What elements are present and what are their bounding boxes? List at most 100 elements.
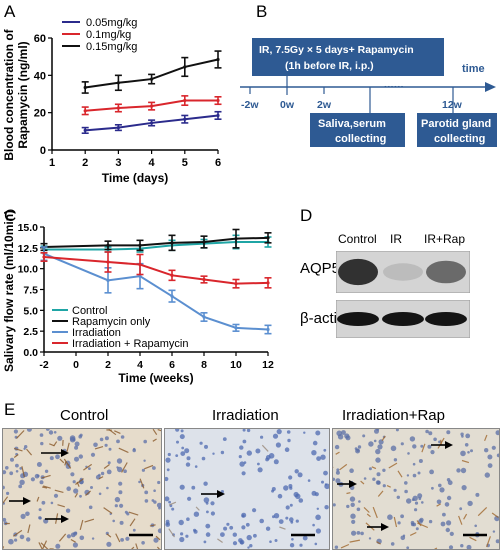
nucleus [226, 522, 230, 526]
stain-fiber [168, 528, 175, 538]
tick-label-m2w: -2w [241, 99, 259, 111]
nucleus [55, 454, 60, 460]
nucleus [8, 538, 14, 545]
nucleus [393, 488, 397, 492]
nucleus [125, 536, 130, 541]
data-point [83, 85, 87, 90]
nucleus [41, 500, 46, 505]
nucleus [25, 511, 30, 517]
nucleus [289, 503, 293, 507]
nucleus [36, 462, 42, 467]
stain-fiber [85, 490, 92, 496]
nucleus [179, 484, 185, 490]
nucleus [297, 472, 303, 478]
stain-fiber [279, 526, 286, 530]
nucleus [314, 492, 319, 497]
nucleus [273, 459, 279, 465]
nucleus [210, 501, 215, 506]
nucleus [206, 510, 209, 514]
panel-label-a: A [4, 2, 16, 21]
stain-fiber [41, 540, 48, 549]
x-tick-label: 0 [73, 359, 79, 371]
nucleus [138, 480, 141, 484]
nucleus [191, 485, 196, 490]
nucleus [368, 467, 372, 471]
nucleus [356, 507, 361, 512]
nucleus [321, 480, 324, 484]
nucleus [387, 514, 393, 520]
nucleus [311, 450, 317, 456]
nucleus [3, 485, 5, 490]
nucleus [414, 508, 418, 512]
actin-band [337, 312, 379, 326]
stain-fiber [434, 547, 438, 549]
nucleus [114, 504, 118, 508]
nucleus [375, 457, 381, 463]
nucleus [336, 468, 340, 472]
data-point [183, 98, 187, 103]
nucleus [333, 477, 336, 481]
nucleus [253, 533, 257, 538]
nucleus [79, 535, 85, 541]
nucleus [358, 500, 361, 503]
panel-d-blot: Control IR IR+Rap AQP5 β-actin [300, 200, 500, 350]
nucleus [193, 529, 198, 534]
y-tick-label: 2.5 [23, 326, 38, 338]
nucleus [456, 468, 461, 473]
nucleus [116, 439, 120, 444]
stain-fiber [386, 485, 391, 488]
nucleus [400, 442, 404, 446]
nucleus [404, 481, 408, 485]
nucleus [158, 506, 161, 510]
nucleus [252, 508, 257, 513]
nucleus [118, 481, 123, 486]
stain-fiber [477, 506, 488, 517]
nucleus [232, 532, 237, 537]
nucleus [69, 435, 76, 441]
x-tick-label: 2 [105, 359, 111, 371]
nucleus [57, 435, 63, 441]
x-tick-label: 3 [115, 157, 121, 169]
nucleus [178, 519, 184, 526]
x-tick-label: 12 [262, 359, 274, 371]
nucleus [98, 473, 101, 477]
nucleus [372, 477, 376, 481]
nucleus [72, 542, 78, 548]
stain-fiber [371, 466, 377, 470]
nucleus [143, 439, 147, 444]
nucleus [157, 528, 161, 534]
nucleus [351, 530, 357, 536]
stain-fiber [484, 434, 488, 442]
nucleus [19, 534, 25, 540]
col-ir: IR [390, 232, 402, 246]
nucleus [449, 531, 454, 536]
nucleus [467, 451, 470, 454]
nucleus [323, 448, 327, 452]
stain-fiber [156, 546, 161, 549]
nucleus [286, 430, 291, 434]
nucleus [429, 469, 434, 475]
stain-fiber [66, 442, 70, 452]
nucleus [355, 448, 361, 454]
nucleus [38, 516, 42, 520]
nucleus [460, 450, 466, 457]
nucleus [396, 495, 400, 499]
stain-fiber [49, 443, 55, 447]
stain-fiber [349, 539, 361, 543]
nucleus [466, 544, 472, 549]
stain-fiber [75, 478, 84, 485]
stain-fiber [16, 430, 25, 439]
nucleus [345, 435, 351, 441]
nucleus [438, 483, 442, 488]
nucleus [39, 480, 44, 485]
nucleus [446, 478, 451, 482]
nucleus [285, 516, 289, 520]
data-point [138, 274, 142, 278]
nucleus [179, 536, 185, 543]
y-tick-label: 7.5 [23, 285, 38, 297]
nucleus [406, 546, 410, 549]
nucleus [220, 450, 225, 455]
nucleus [415, 527, 419, 531]
nucleus [247, 546, 250, 549]
nucleus [90, 486, 93, 489]
